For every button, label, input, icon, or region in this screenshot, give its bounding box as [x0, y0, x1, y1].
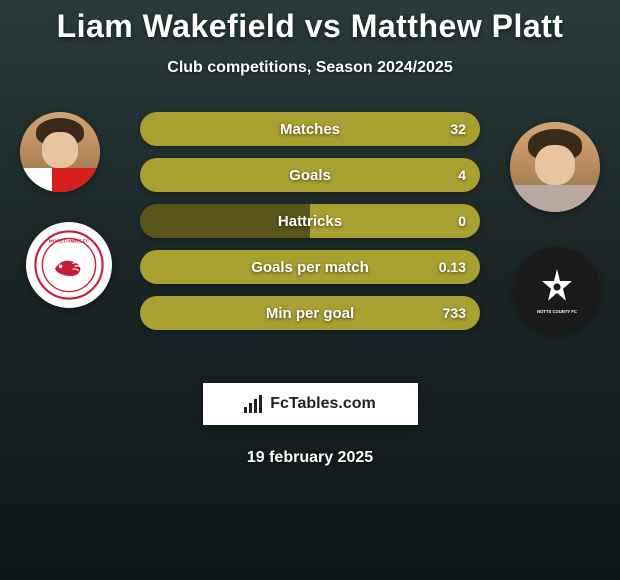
stat-row: Goals per match0.13: [140, 250, 480, 284]
jersey-icon: [20, 168, 100, 192]
stat-value-right: 733: [443, 305, 466, 321]
stat-row: Matches32: [140, 112, 480, 146]
stat-value-right: 0.13: [439, 259, 466, 275]
club-right-crest: NOTTS COUNTY FC: [514, 247, 600, 333]
date-label: 19 february 2025: [0, 449, 620, 467]
club-left-crest: MORECAMBE FC: [26, 222, 112, 308]
stat-row: Goals4: [140, 158, 480, 192]
svg-text:MORECAMBE FC: MORECAMBE FC: [49, 239, 90, 245]
stat-value-right: 4: [458, 167, 466, 183]
player-right-avatar: [510, 122, 600, 212]
stats-container: Matches32 Goals4 Hattricks0 Goals per match…: [140, 112, 480, 342]
stat-row: Hattricks0: [140, 204, 480, 238]
page-title: Liam Wakefield vs Matthew Platt: [0, 0, 620, 45]
fctables-logo[interactable]: FcTables.com: [203, 383, 418, 425]
morecambe-crest-icon: MORECAMBE FC: [34, 230, 104, 300]
stat-value-right: 0: [458, 213, 466, 229]
stat-value-right: 32: [450, 121, 466, 137]
stat-row: Min per goal733: [140, 296, 480, 330]
comparison-panel: MORECAMBE FC NOTTS COUNTY FC Matches32 Go…: [0, 107, 620, 367]
stat-label: Hattricks: [140, 213, 480, 230]
subtitle: Club competitions, Season 2024/2025: [0, 59, 620, 77]
notts-county-crest-icon: NOTTS COUNTY FC: [527, 260, 587, 320]
svg-text:NOTTS COUNTY FC: NOTTS COUNTY FC: [537, 309, 577, 314]
stat-label: Goals per match: [140, 259, 480, 276]
logo-text: FcTables.com: [270, 395, 376, 413]
jersey-icon: [510, 185, 600, 212]
chart-icon: [244, 395, 264, 413]
stat-label: Min per goal: [140, 305, 480, 322]
player-left-avatar: [20, 112, 100, 192]
stat-label: Matches: [140, 121, 480, 138]
stat-label: Goals: [140, 167, 480, 184]
